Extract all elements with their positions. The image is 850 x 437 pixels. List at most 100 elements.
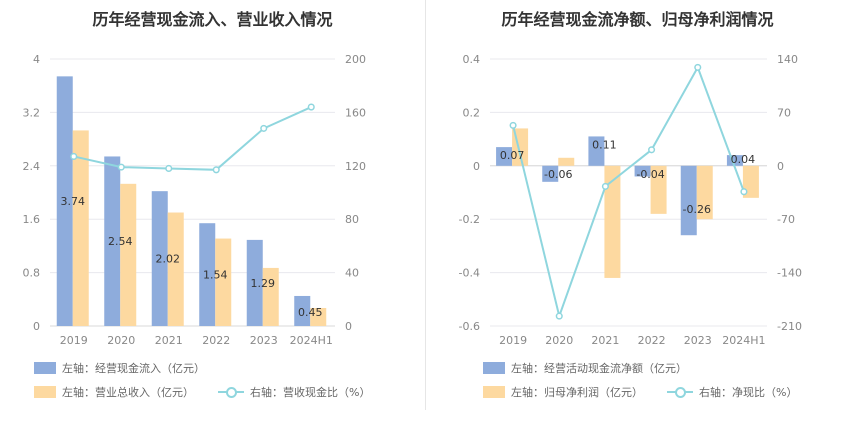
ratio-point: [740, 188, 748, 196]
bar-primary: [294, 295, 311, 326]
x-tick-label: 2021: [155, 334, 183, 347]
y-left-tick-label: 0: [33, 320, 40, 333]
y-left-tick-label: -0.6: [459, 320, 480, 333]
legend-swatch: [34, 386, 56, 398]
ratio-point: [509, 121, 517, 129]
legend-swatch: [34, 362, 56, 374]
legend-item[interactable]: 左轴：经营现金流入（亿元）: [34, 360, 205, 376]
y-right-tick-label: 140: [777, 53, 798, 66]
y-left-tick-label: 0.8: [23, 267, 41, 280]
x-tick-label: 2023: [250, 334, 278, 347]
chart-title: 历年经营现金流净额、归母净利润情况: [501, 10, 774, 29]
bar-primary: [542, 165, 559, 182]
legend-label: 左轴：经营现金流入（亿元）: [62, 362, 205, 375]
y-right-tick-label: -210: [777, 320, 802, 333]
bar-secondary: [167, 212, 184, 326]
legend-item[interactable]: 右轴：营收现金比（%）: [218, 384, 370, 400]
bar-primary: [151, 191, 168, 326]
x-tick-label: 2022: [202, 334, 230, 347]
y-right-tick-label: -70: [777, 213, 795, 226]
y-right-tick-label: -140: [777, 267, 802, 280]
bar-primary: [726, 155, 743, 166]
data-label: 1.54: [203, 269, 228, 282]
data-label: 0.11: [592, 138, 617, 151]
legend-label: 右轴：营收现金比（%）: [250, 386, 371, 399]
chart-svg: -0.6 -210 -0.4 -140 -0.2 -70 0 0 0.2 70 0.4 140 2019…: [459, 53, 802, 347]
chart-panel-cash-inflow: 历年经营现金流入、营业收入情况 0 0 0.8 40 1.6 80 2.4 120 3.2 160…: [23, 10, 371, 400]
legend-item[interactable]: 左轴：经营活动现金流净额（亿元）: [483, 360, 687, 376]
legend-label: 左轴：归母净利润（亿元）: [511, 386, 643, 399]
data-label: -0.04: [636, 168, 664, 181]
y-left-tick-label: 1.6: [23, 213, 41, 226]
ratio-point: [70, 152, 78, 161]
ratio-point: [694, 63, 702, 71]
bar-secondary: [262, 267, 279, 326]
bar-secondary: [696, 165, 713, 220]
x-tick-label: 2023: [684, 334, 712, 347]
y-right-tick-label: 200: [345, 53, 366, 66]
bar-primary: [199, 223, 216, 326]
legend-item[interactable]: 左轴：归母净利润（亿元）: [483, 384, 643, 400]
bar-primary: [104, 156, 121, 326]
x-tick-label: 2020: [107, 334, 135, 347]
legend-item[interactable]: 左轴：营业总收入（亿元）: [34, 384, 194, 400]
ratio-point: [555, 312, 563, 320]
y-left-tick-label: 0.4: [463, 53, 481, 66]
y-left-tick-label: 4: [33, 53, 40, 66]
x-tick-label: 2024H1: [290, 334, 333, 347]
y-right-tick-label: 120: [345, 160, 366, 173]
bar-secondary: [604, 165, 621, 278]
ratio-point: [307, 103, 315, 111]
bar-secondary: [215, 238, 232, 326]
ratio-point: [260, 124, 268, 132]
bar-secondary: [742, 165, 759, 198]
y-right-tick-label: 0: [345, 320, 352, 333]
y-right-tick-label: 160: [345, 106, 366, 119]
legend-swatch: [483, 386, 505, 398]
x-tick-label: 2019: [499, 334, 527, 347]
data-label: 0.07: [500, 149, 524, 162]
ratio-point: [212, 166, 220, 174]
x-tick-label: 2022: [638, 334, 666, 347]
data-label: -0.26: [683, 203, 711, 216]
bar-primary: [588, 136, 605, 166]
bar-secondary: [310, 307, 327, 326]
legend-item[interactable]: 右轴：净现比（%）: [667, 384, 797, 400]
legend-line-icon: [667, 386, 693, 398]
data-label: 0.45: [298, 306, 323, 319]
ratio-point: [601, 182, 609, 190]
legend-swatch: [483, 362, 505, 374]
data-label: 3.74: [61, 195, 86, 208]
x-tick-label: 2019: [60, 334, 88, 347]
legend-label: 左轴：经营活动现金流净额（亿元）: [511, 362, 687, 375]
ratio-line: [73, 106, 312, 171]
data-label: -0.06: [544, 168, 572, 181]
x-tick-label: 2024H1: [722, 334, 765, 347]
y-right-tick-label: 70: [777, 106, 791, 119]
bar-secondary: [558, 157, 575, 166]
bar-primary: [246, 239, 263, 326]
data-label: 2.54: [108, 235, 133, 248]
legend-line-icon: [218, 386, 244, 398]
ratio-point: [648, 146, 656, 154]
chart-title: 历年经营现金流入、营业收入情况: [92, 10, 333, 29]
y-right-tick-label: 0: [777, 160, 784, 173]
bar-secondary: [650, 165, 667, 214]
y-left-tick-label: 3.2: [23, 106, 41, 119]
bar-primary: [496, 147, 513, 166]
x-tick-label: 2020: [545, 334, 573, 347]
bar-primary: [56, 76, 73, 326]
y-left-tick-label: -0.2: [459, 213, 480, 226]
y-left-tick-label: 0: [473, 160, 480, 173]
bar-primary: [634, 165, 651, 177]
chart-panel-net-cash: 历年经营现金流净额、归母净利润情况 -0.6 -210 -0.4 -140 -0.2 -7…: [425, 0, 850, 437]
y-left-tick-label: 0.2: [463, 106, 481, 119]
ratio-line: [512, 65, 745, 320]
bar-secondary: [72, 130, 89, 326]
chart-svg: 0 0 0.8 40 1.6 80 2.4 120 3.2 160 4 200 2019 2020 2021…: [23, 53, 367, 347]
ratio-point: [165, 164, 173, 173]
legend-label: 左轴：营业总收入（亿元）: [62, 386, 194, 399]
bar-primary: [680, 165, 697, 236]
y-right-tick-label: 40: [345, 267, 359, 280]
x-tick-label: 2021: [591, 334, 619, 347]
